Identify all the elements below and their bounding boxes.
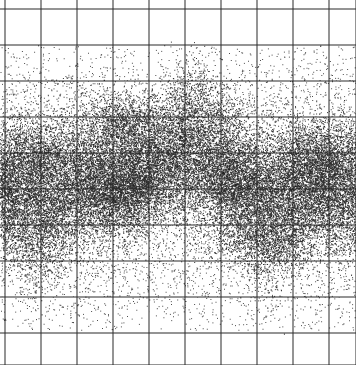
scatter-points — [0, 41, 356, 335]
scatter-points-dense — [0, 41, 356, 335]
scatter-points-sparse — [0, 45, 356, 331]
